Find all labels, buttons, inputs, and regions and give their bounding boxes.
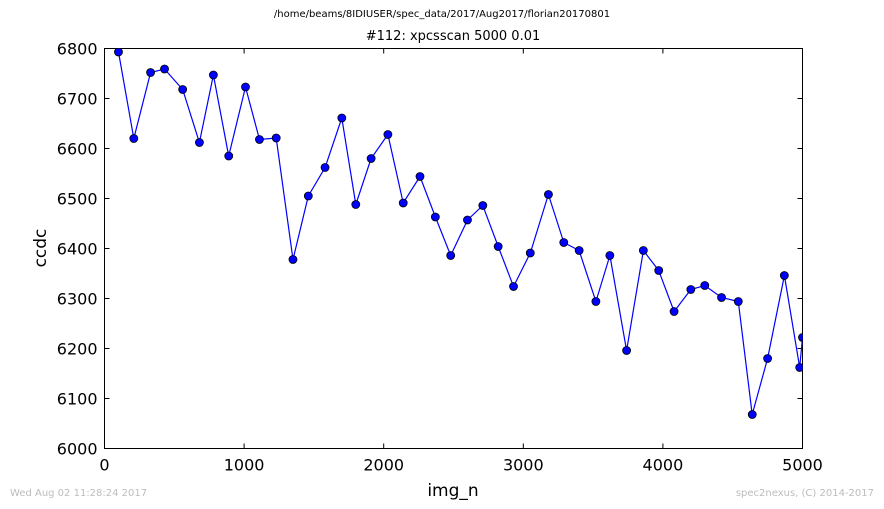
data-point bbox=[366, 154, 376, 163]
data-point bbox=[574, 246, 584, 255]
data-point bbox=[383, 130, 393, 139]
data-point bbox=[114, 48, 123, 57]
chart-title: #112: xpcsscan 5000 0.01 bbox=[365, 29, 541, 44]
x-tick-label: 0 bbox=[99, 456, 109, 475]
footer-timestamp: Wed Aug 02 11:28:24 2017 bbox=[10, 488, 148, 499]
data-point bbox=[798, 333, 803, 342]
data-point bbox=[638, 246, 648, 255]
data-point bbox=[654, 266, 664, 275]
data-point bbox=[255, 135, 264, 144]
data-point bbox=[591, 297, 601, 306]
data-point bbox=[763, 354, 772, 363]
x-tick-marks bbox=[104, 48, 803, 449]
data-point bbox=[146, 68, 155, 77]
data-point bbox=[795, 363, 803, 372]
x-axis-label: img_n bbox=[427, 481, 478, 501]
data-point bbox=[178, 85, 188, 94]
data-point bbox=[337, 113, 347, 123]
data-point bbox=[622, 346, 632, 355]
data-point bbox=[779, 271, 789, 280]
data-point bbox=[430, 212, 440, 222]
x-tick-label: 2000 bbox=[363, 456, 404, 475]
data-point bbox=[525, 248, 535, 258]
data-point bbox=[241, 82, 250, 92]
y-tick-label: 6600 bbox=[57, 140, 98, 159]
data-point bbox=[398, 198, 408, 208]
x-tick-labels: 0 1000 2000 3000 4000 5000 bbox=[99, 456, 822, 475]
data-point bbox=[686, 285, 696, 294]
y-tick-label: 6400 bbox=[57, 240, 98, 259]
data-point bbox=[446, 251, 456, 260]
data-point bbox=[320, 163, 330, 172]
data-point bbox=[544, 190, 553, 199]
data-point bbox=[605, 251, 615, 260]
data-point bbox=[271, 133, 281, 143]
y-tick-marks bbox=[104, 48, 803, 449]
data-point bbox=[669, 307, 679, 316]
file-path: /home/beams/8IDIUSER/spec_data/2017/Aug2… bbox=[273, 9, 611, 20]
data-point bbox=[509, 282, 518, 291]
x-tick-label: 3000 bbox=[503, 456, 544, 475]
y-tick-label: 6800 bbox=[57, 40, 98, 59]
x-tick-label: 5000 bbox=[782, 456, 823, 475]
data-point bbox=[478, 201, 488, 210]
data-point bbox=[747, 410, 757, 419]
y-tick-label: 6300 bbox=[57, 290, 98, 309]
y-tick-label: 6200 bbox=[57, 340, 98, 359]
y-tick-label: 6500 bbox=[57, 190, 98, 209]
data-point bbox=[415, 172, 425, 181]
footer-credit: spec2nexus, (C) 2014-2017 bbox=[735, 488, 874, 499]
data-point bbox=[351, 200, 361, 209]
y-tick-label: 6000 bbox=[57, 440, 98, 459]
data-point bbox=[717, 293, 726, 302]
data-point bbox=[463, 215, 472, 225]
x-tick-label: 4000 bbox=[643, 456, 684, 475]
data-point bbox=[559, 238, 569, 247]
data-point bbox=[733, 297, 743, 306]
y-axis-label: ccdc bbox=[31, 229, 51, 268]
data-point bbox=[160, 64, 169, 74]
data-point bbox=[700, 281, 710, 290]
data-point bbox=[208, 70, 218, 80]
y-tick-labels: 6000 6100 6200 6300 6400 6500 6600 6700 6800 bbox=[57, 40, 98, 459]
x-tick-label: 1000 bbox=[224, 456, 265, 475]
data-point bbox=[288, 255, 298, 264]
data-point bbox=[303, 191, 313, 201]
y-tick-label: 6700 bbox=[57, 90, 98, 109]
y-tick-label: 6100 bbox=[57, 390, 98, 409]
data-point bbox=[493, 242, 503, 251]
data-point bbox=[224, 151, 234, 161]
series-group bbox=[114, 48, 803, 419]
data-point bbox=[129, 134, 139, 143]
data-point bbox=[195, 138, 204, 147]
